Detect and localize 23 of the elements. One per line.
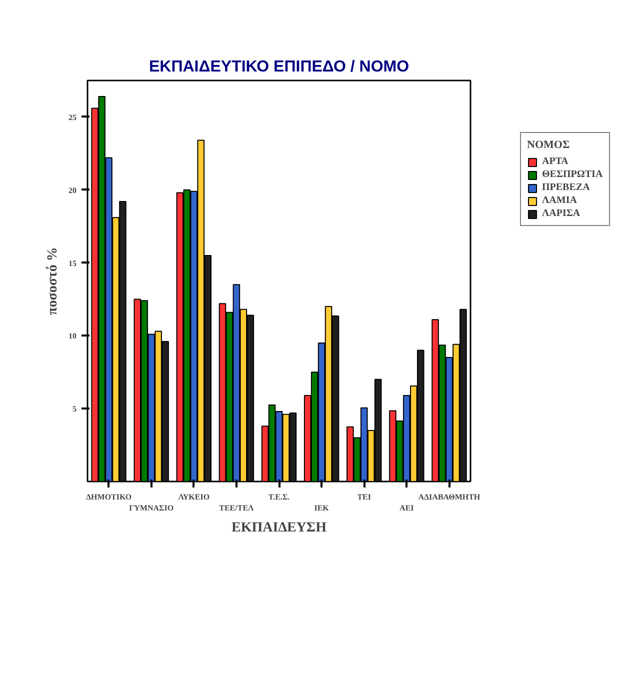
y-tick-label: 15 (68, 258, 76, 268)
x-tick-label: ΑΕΙ (400, 503, 414, 512)
legend-label: ΑΡΤΑ (542, 156, 568, 167)
x-tick-label: ΛΥΚΕΙΟ (178, 492, 210, 502)
legend-label: ΛΑΡΙΣΑ (542, 208, 580, 219)
x-axis-title: ΕΚΠΑΙΔΕΥΣΗ (232, 520, 327, 536)
x-tick-label: ΤΕΙ (357, 492, 372, 502)
legend-label: ΛΑΜΙΑ (542, 195, 577, 206)
y-tick-label: 10 (68, 332, 76, 341)
legend-label: ΘΕΣΠΡΩΤΙΑ (542, 169, 603, 180)
x-tick-label: ΑΔΙΑΒΑΘΜΗΤΗ (418, 492, 481, 502)
y-tick-label: 20 (68, 186, 76, 195)
y-tick-label: 25 (68, 112, 76, 122)
legend-label: ΠΡΕΒΕΖΑ (542, 182, 590, 193)
x-tick-label: ΙΕΚ (314, 503, 330, 512)
x-tick-label: ΤΕΕ/ΤΕΛ (219, 503, 254, 512)
y-axis-title: ποσοστό % (46, 247, 60, 315)
x-tick-label: Τ.Ε.Σ. (268, 492, 290, 502)
x-tick-label: ΓΥΜΝΑΣΙΟ (129, 503, 174, 512)
legend-title: ΝΟΜΟΣ (527, 139, 571, 151)
x-tick-label: ΔΗΜΟΤΙΚΟ (86, 492, 132, 502)
y-tick-label: 5 (72, 404, 76, 414)
chart-title: ΕΚΠΑΙΔΕΥΤΙΚΟ ΕΠΙΠΕΔΟ / ΝΟΜΟ (148, 58, 410, 76)
